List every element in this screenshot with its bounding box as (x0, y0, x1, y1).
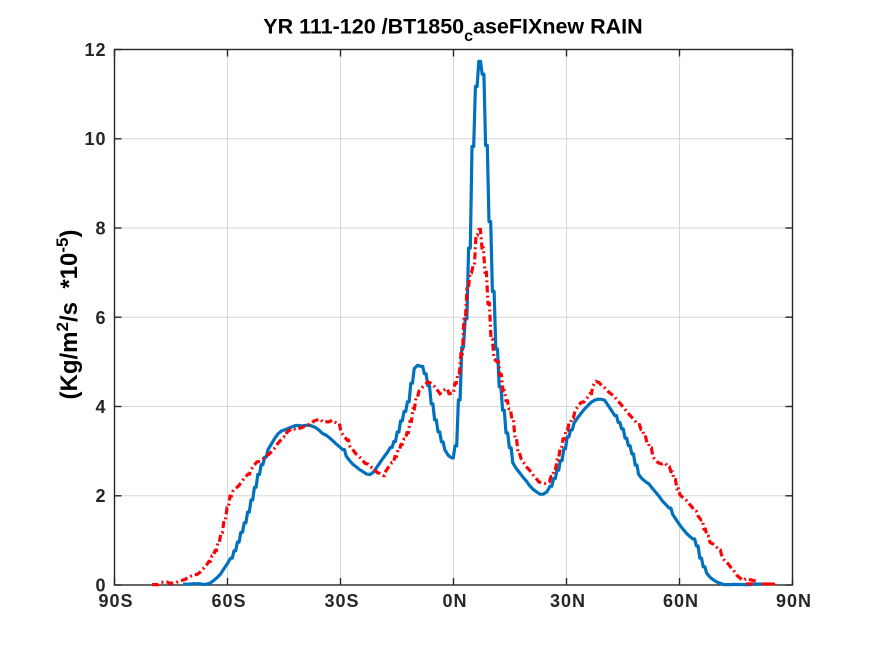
svg-text:12: 12 (84, 40, 106, 60)
svg-text:(Kg/m2/s *10-5): (Kg/m2/s *10-5) (53, 230, 83, 400)
svg-text:4: 4 (95, 397, 106, 417)
svg-text:90N: 90N (776, 591, 812, 611)
svg-text:8: 8 (95, 219, 106, 239)
svg-text:30N: 30N (550, 591, 586, 611)
svg-text:10: 10 (84, 129, 106, 149)
svg-text:60N: 60N (663, 591, 699, 611)
svg-text:30S: 30S (324, 591, 359, 611)
svg-text:2: 2 (95, 486, 106, 506)
svg-text:60S: 60S (211, 591, 246, 611)
svg-text:90S: 90S (98, 591, 133, 611)
svg-text:0N: 0N (442, 591, 467, 611)
svg-text:0: 0 (95, 576, 106, 596)
svg-text:6: 6 (95, 308, 106, 328)
